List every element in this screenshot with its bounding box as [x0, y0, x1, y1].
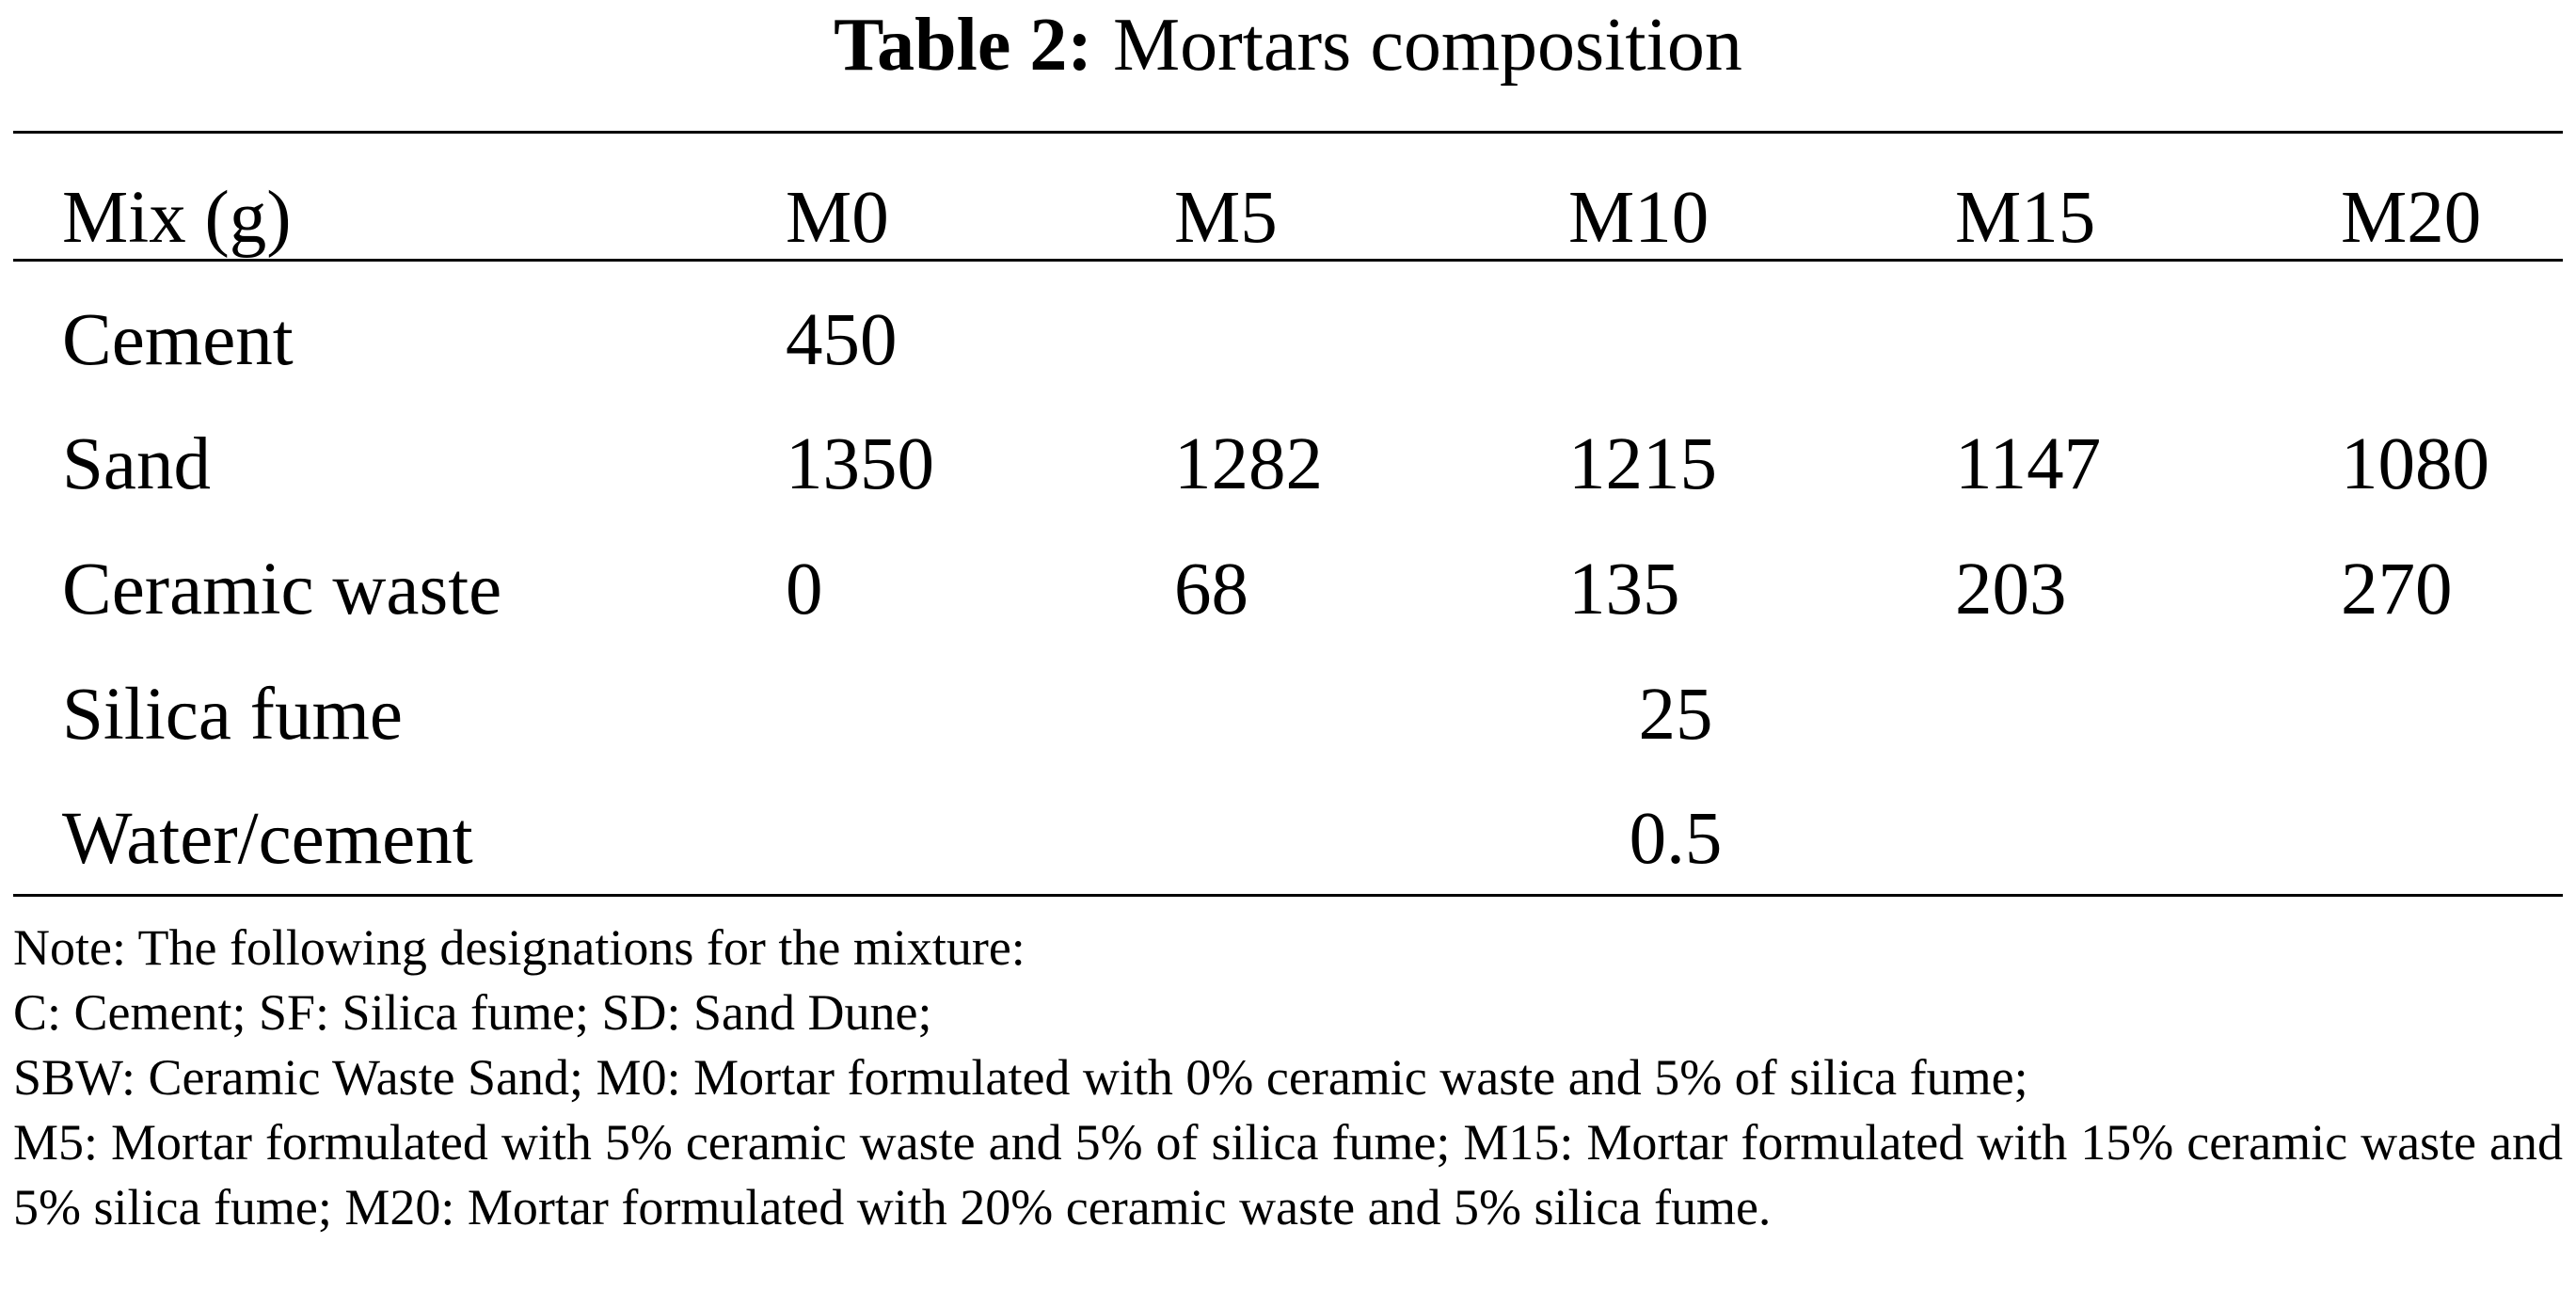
cell: 25 [1638, 674, 1713, 756]
cell: 1282 [1174, 423, 1323, 505]
note: M5: Mortar formulated with 5% ceramic wa… [13, 1114, 2563, 1235]
header-cell: Mix (g) [62, 177, 292, 259]
row-label: Silica fume [62, 674, 403, 756]
cell: 450 [786, 299, 898, 381]
cell: 1215 [1568, 423, 1717, 505]
title-label: Table 2: [834, 4, 1093, 87]
cell: 1147 [1955, 423, 2102, 505]
title-text: Mortars composition [1113, 4, 1742, 87]
row-label: Ceramic waste [62, 549, 502, 630]
header-rule [13, 259, 2563, 262]
row-label: Cement [62, 299, 294, 381]
bottom-rule [13, 894, 2563, 897]
cell: 0 [786, 549, 823, 630]
cell: 68 [1174, 549, 1248, 630]
note: Note: The following designations for the… [13, 919, 1026, 976]
cell: 203 [1955, 549, 2067, 630]
header-cell: M10 [1568, 177, 1709, 259]
header-cell: M0 [786, 177, 889, 259]
cell: 1350 [786, 423, 934, 505]
note: SBW: Ceramic Waste Sand; M0: Mortar form… [13, 1049, 2028, 1106]
note: C: Cement; SF: Silica fume; SD: Sand Dun… [13, 984, 932, 1041]
header-cell: M5 [1174, 177, 1278, 259]
row-label: Sand [62, 423, 211, 505]
cell: 1080 [2341, 423, 2489, 505]
cell: 270 [2341, 549, 2453, 630]
header-cell: M20 [2341, 177, 2482, 259]
table-title: Table 2: Mortars composition [0, 8, 2576, 83]
header-cell: M15 [1955, 177, 2096, 259]
notes: Note: The following designations for the… [13, 916, 2563, 1240]
top-rule [13, 131, 2563, 134]
cell: 0.5 [1629, 798, 1723, 880]
row-label: Water/cement [62, 798, 473, 880]
cell: 135 [1568, 549, 1680, 630]
